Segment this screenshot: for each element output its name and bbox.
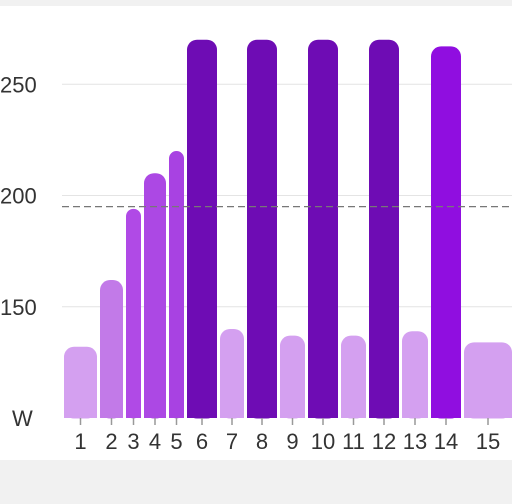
bar-base-8 [247, 408, 277, 418]
y-tick-label: 250 [0, 72, 37, 97]
bar-base-3 [126, 410, 141, 418]
x-tick-label: 9 [286, 429, 298, 454]
bar-base-12 [369, 408, 399, 418]
x-ticks [79, 418, 489, 425]
x-tick-label: 7 [226, 429, 238, 454]
bar-6 [187, 39, 217, 419]
chart-frame: 150 200 250 1 2 3 4 5 6 7 8 9 10 11 12 13 14 15 W [0, 6, 512, 460]
bar-13 [402, 331, 428, 419]
x-tick-label: 6 [196, 429, 208, 454]
bar-3 [126, 208, 141, 419]
x-tick-label: 8 [256, 429, 268, 454]
x-tick-label: 1 [74, 429, 86, 454]
bar-14 [431, 46, 461, 419]
x-tick-label: 12 [372, 429, 396, 454]
bar-base-1 [64, 408, 97, 418]
bar-base-6 [187, 408, 217, 418]
bar-base-11 [341, 408, 366, 418]
bar-base-4 [144, 408, 166, 418]
bar-base-7 [220, 408, 244, 418]
x-tick-labels: 1 2 3 4 5 6 7 8 9 10 11 12 13 14 15 [74, 429, 500, 454]
bar-base-9 [280, 408, 305, 418]
bar-base-13 [402, 408, 428, 418]
x-tick-label: 4 [149, 429, 161, 454]
bar-10 [308, 39, 338, 419]
x-tick-label: 5 [170, 429, 182, 454]
bar-11 [341, 335, 366, 419]
bar-base-10 [308, 408, 338, 418]
y-tick-label: 150 [0, 295, 37, 320]
x-tick-label: 10 [311, 429, 335, 454]
x-tick-label: 13 [403, 429, 427, 454]
x-tick-label: 2 [105, 429, 117, 454]
bar-9 [280, 335, 305, 419]
bar-15 [464, 342, 512, 419]
y-unit-label: W [12, 406, 33, 431]
y-tick-label: 200 [0, 184, 37, 209]
bar-5 [169, 151, 184, 419]
x-tick-label: 11 [342, 429, 365, 454]
bars [64, 39, 512, 419]
x-tick-label: 14 [434, 429, 458, 454]
bar-8 [247, 39, 277, 419]
bar-4 [144, 173, 166, 419]
bar-base-5 [169, 410, 184, 418]
x-tick-label: 15 [476, 429, 500, 454]
bar-1 [64, 346, 97, 419]
bar-12 [369, 39, 399, 419]
y-tick-labels: 150 200 250 [0, 72, 37, 320]
bar-base-15 [464, 408, 512, 418]
bar-7 [220, 329, 244, 419]
bar-base-14 [431, 408, 461, 418]
bar-2 [100, 280, 123, 419]
bar-base-2 [100, 408, 123, 418]
x-tick-label: 3 [127, 429, 139, 454]
